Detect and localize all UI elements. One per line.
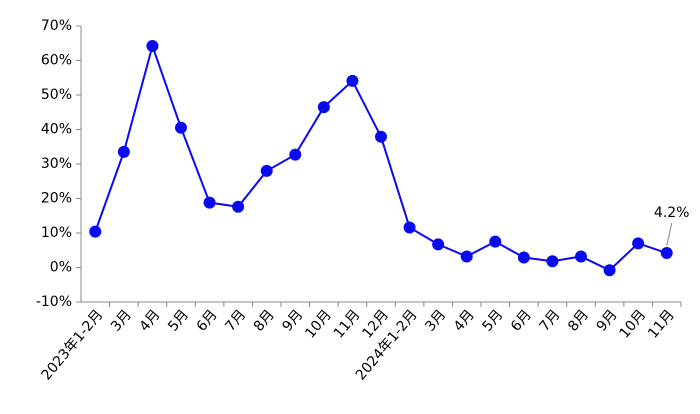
marker xyxy=(260,164,273,177)
x-tick-label: 3月 xyxy=(108,307,135,335)
marker xyxy=(89,225,102,238)
data-label: 4.2% xyxy=(654,205,690,221)
marker xyxy=(346,74,359,87)
marker xyxy=(632,237,645,250)
x-tick-label: 8月 xyxy=(565,307,592,335)
leader-line xyxy=(666,222,673,247)
marker xyxy=(317,101,330,114)
marker xyxy=(489,235,502,248)
x-tick-label: 7月 xyxy=(537,307,564,335)
x-tick-label: 4月 xyxy=(137,307,164,335)
y-tick-label: 70% xyxy=(41,18,72,34)
marker xyxy=(603,264,616,277)
marker xyxy=(403,221,416,234)
y-tick-label: 50% xyxy=(41,87,72,103)
y-tick-label: 20% xyxy=(41,191,72,207)
marker xyxy=(546,255,559,268)
x-tick-label: 10月 xyxy=(617,307,650,342)
x-tick-label: 3月 xyxy=(422,307,449,335)
marker xyxy=(432,238,445,251)
y-tick-label: 40% xyxy=(41,122,72,138)
x-tick-label: 6月 xyxy=(194,307,221,335)
x-tick-label: 2023年1-2月 xyxy=(39,307,107,384)
marker xyxy=(117,145,130,158)
marker xyxy=(575,250,587,263)
x-tick-label: 6月 xyxy=(508,307,535,335)
x-tick-label: 7月 xyxy=(222,307,249,335)
marker xyxy=(289,148,302,161)
x-tick-label: 8月 xyxy=(251,307,278,335)
marker xyxy=(375,130,387,143)
marker xyxy=(146,40,159,53)
x-tick-label: 10月 xyxy=(302,307,335,342)
line xyxy=(94,42,668,272)
y-tick-label: -10% xyxy=(36,294,72,310)
marker xyxy=(517,251,530,264)
y-tick-label: 30% xyxy=(41,156,72,172)
marker xyxy=(460,250,473,263)
y-tick-label: 60% xyxy=(41,53,72,69)
x-tick-label: 5月 xyxy=(165,307,192,335)
y-tick-label: 10% xyxy=(41,225,72,241)
marker xyxy=(232,200,245,213)
y-tick-label: 0% xyxy=(50,260,72,276)
x-tick-label: 4月 xyxy=(451,307,478,335)
marker xyxy=(175,121,187,134)
marker xyxy=(660,247,673,260)
x-tick-label: 11月 xyxy=(331,307,364,342)
x-tick-label: 11月 xyxy=(645,307,678,342)
marker xyxy=(203,196,216,209)
x-tick-label: 5月 xyxy=(479,307,506,335)
